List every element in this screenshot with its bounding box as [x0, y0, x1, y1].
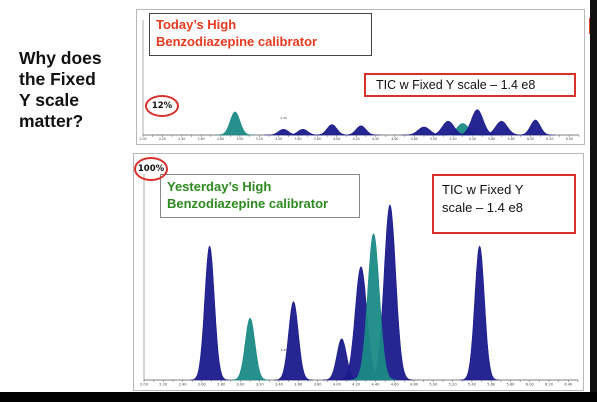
- x-tick-label: 4.60: [391, 137, 398, 141]
- x-tick-label: 5.60: [487, 383, 496, 387]
- x-tick-label: 5.20: [449, 137, 456, 141]
- peak-peak_teal-0: [231, 318, 270, 380]
- yesterday-chromatogram: 2.00 2.20 2.40 2.60 2.80 3.00 3.20 3.40 3.60 3.80…: [133, 153, 584, 391]
- x-tick-label: 3.20: [256, 383, 265, 387]
- x-tick-label: 6.40: [564, 383, 573, 387]
- x-tick-label: 4.80: [411, 137, 418, 141]
- x-tick-label: 5.00: [430, 137, 437, 141]
- x-tick-label: 3.00: [236, 383, 245, 387]
- peak-peak_navy-2: [313, 125, 352, 135]
- x-tick-label: 3.40: [275, 383, 284, 387]
- x-tick-label: 3.40: [275, 137, 282, 141]
- today-chromatogram: 2.00 2.20 2.40 2.60 2.80 3.00 3.20 3.40 3.60 3.80…: [136, 9, 585, 145]
- x-tick-label: 2.60: [198, 383, 207, 387]
- x-tick-label: 3.60: [294, 383, 303, 387]
- yesterday-scale-box: TIC w Fixed Y scale – 1.4 e8: [432, 174, 576, 234]
- x-tick-label: 4.20: [353, 137, 360, 141]
- x-tick-label: 4.80: [410, 383, 419, 387]
- x-tick-label: 3.80: [314, 383, 323, 387]
- yesterday-title-line-2: Benzodiazepine calibrator: [167, 195, 353, 212]
- x-tick-label: 2.00: [139, 137, 146, 141]
- x-tick-label: 2.20: [159, 383, 168, 387]
- x-tick-label: 5.40: [469, 137, 476, 141]
- x-tick-label: 2.60: [198, 137, 205, 141]
- yesterday-title-line-1: Yesterday’s High: [167, 178, 353, 195]
- question-text: Why does the Fixed Y scale matter?: [19, 48, 129, 132]
- peak-rt-label: 3.45: [280, 116, 287, 120]
- x-tick-label: 3.80: [314, 137, 321, 141]
- x-tick-label: 4.00: [333, 383, 342, 387]
- x-tick-label: 3.20: [256, 137, 263, 141]
- yesterday-percent-label: 100%: [138, 164, 164, 174]
- x-tick-label: 5.80: [506, 383, 515, 387]
- slide-edge-strip: [590, 0, 597, 392]
- x-tick-label: 3.60: [294, 137, 301, 141]
- x-tick-label: 2.40: [178, 137, 185, 141]
- x-tick-label: 4.40: [371, 383, 380, 387]
- x-tick-label: 2.20: [159, 137, 166, 141]
- x-tick-label: 2.80: [217, 137, 224, 141]
- peak-peak_navy-8: [516, 120, 555, 135]
- peak-peak_navy-5: [460, 246, 499, 380]
- x-tick-label: 2.00: [140, 383, 149, 387]
- x-tick-label: 6.20: [546, 137, 553, 141]
- question-line-3: Y scale: [19, 90, 129, 111]
- x-tick-label: 4.00: [333, 137, 340, 141]
- x-tick-label: 5.80: [508, 137, 515, 141]
- peak-peak_navy-3: [342, 126, 381, 135]
- today-title-line-2: Benzodiazepine calibrator: [156, 33, 365, 50]
- x-tick-label: 6.00: [526, 383, 535, 387]
- x-tick-label: 2.80: [217, 383, 226, 387]
- today-title-box: Today’s High Benzodiazepine calibrator: [149, 13, 372, 56]
- x-tick-label: 5.00: [429, 383, 438, 387]
- today-title-line-1: Today’s High: [156, 16, 365, 33]
- question-line-4: matter?: [19, 111, 129, 132]
- yesterday-percent-oval: 100%: [134, 157, 168, 181]
- yesterday-title-box: Yesterday’s High Benzodiazepine calibrat…: [160, 174, 360, 218]
- today-percent-label: 12%: [152, 101, 172, 111]
- peak-peak_navy-0: [190, 246, 229, 380]
- x-tick-label: 6.20: [545, 383, 554, 387]
- x-tick-label: 4.20: [352, 383, 361, 387]
- bottom-black-bar: [0, 392, 597, 402]
- peak-peak_navy-1: [274, 302, 313, 380]
- today-scale-box: TIC w Fixed Y scale – 1.4 e8: [364, 73, 576, 97]
- x-tick-label: 4.40: [372, 137, 379, 141]
- peak-peak_teal-0: [216, 112, 255, 135]
- today-scale-label: TIC w Fixed Y scale – 1.4 e8: [376, 78, 535, 92]
- x-tick-label: 6.40: [566, 137, 573, 141]
- x-tick-label: 4.60: [391, 383, 400, 387]
- peak-rt-label: 3.45: [281, 348, 288, 352]
- x-tick-label: 5.20: [449, 383, 458, 387]
- x-tick-label: 5.40: [468, 383, 477, 387]
- yesterday-scale-line-2: scale – 1.4 e8: [442, 199, 566, 217]
- x-tick-label: 5.60: [488, 137, 495, 141]
- x-tick-label: 3.00: [236, 137, 243, 141]
- today-percent-oval: 12%: [145, 95, 179, 117]
- yesterday-scale-line-1: TIC w Fixed Y: [442, 181, 566, 199]
- x-tick-label: 6.00: [527, 137, 534, 141]
- x-tick-label: 2.40: [179, 383, 188, 387]
- question-line-1: Why does: [19, 48, 129, 69]
- question-line-2: the Fixed: [19, 69, 129, 90]
